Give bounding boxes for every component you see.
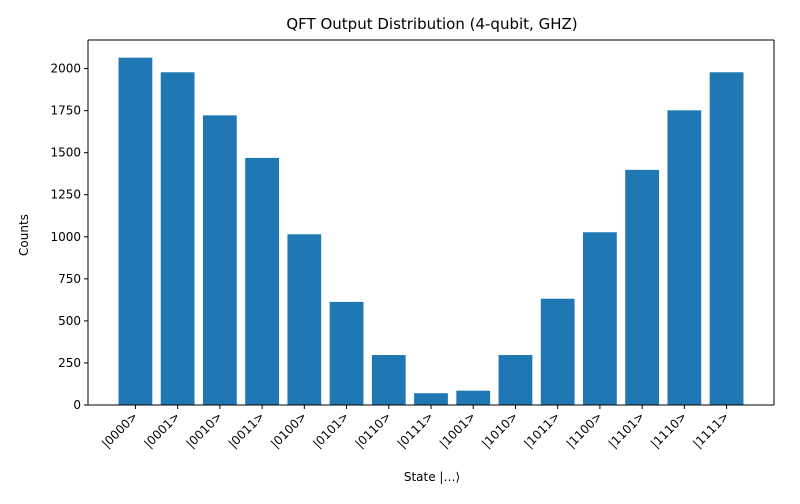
chart-title: QFT Output Distribution (4-qubit, GHZ) xyxy=(286,15,577,33)
y-tick-label-3: 750 xyxy=(58,272,81,286)
x-tick-label-3: |0011> xyxy=(226,409,267,450)
bar-2 xyxy=(202,115,237,405)
bar-10 xyxy=(540,298,575,405)
y-tick-label-2: 500 xyxy=(58,314,81,328)
y-tick-label-6: 1500 xyxy=(50,146,81,160)
bar-8 xyxy=(456,390,491,405)
y-tick-label-5: 1250 xyxy=(50,188,81,202)
x-tick-label-13: |1110> xyxy=(648,409,689,450)
y-tick-label-8: 2000 xyxy=(50,62,81,76)
x-tick-label-4: |0100> xyxy=(268,409,309,450)
x-tick-label-9: |1010> xyxy=(479,409,520,450)
y-tick-label-7: 1750 xyxy=(50,104,81,118)
x-tick-label-2: |0010> xyxy=(184,409,225,450)
x-tick-label-0: |0000> xyxy=(99,409,140,450)
x-tick-label-12: |1101> xyxy=(606,409,647,450)
bar-4 xyxy=(287,234,322,405)
x-tick-label-10: |1011> xyxy=(521,409,562,450)
x-tick-label-5: |0101> xyxy=(310,409,351,450)
x-tick-label-8: |1001> xyxy=(437,409,478,450)
y-tick-label-1: 250 xyxy=(58,356,81,370)
x-tick-label-11: |1100> xyxy=(564,409,605,450)
x-tick-label-6: |0110> xyxy=(352,409,393,450)
bar-1 xyxy=(160,72,195,405)
y-axis-label: Counts xyxy=(17,214,31,256)
bar-7 xyxy=(414,393,448,405)
bar-13 xyxy=(667,110,702,405)
bar-11 xyxy=(583,232,617,405)
x-tick-label-1: |0001> xyxy=(141,409,182,450)
x-tick-label-7: |0111> xyxy=(395,409,436,450)
plot-area: 0 250 500 750 1000 1250 1500 1750 2000 |0000> |000… xyxy=(50,39,775,451)
bar-6 xyxy=(371,355,406,405)
x-axis-label: State |…⟩ xyxy=(404,470,460,484)
bar-0 xyxy=(118,57,153,405)
y-tick-label-4: 1000 xyxy=(50,230,81,244)
bar-9 xyxy=(498,355,533,405)
x-tick-label-14: |1111> xyxy=(690,409,731,450)
bar-3 xyxy=(245,157,279,405)
bar-5 xyxy=(329,301,364,405)
y-tick-label-0: 0 xyxy=(73,398,81,412)
bar-12 xyxy=(625,169,660,405)
bar-14 xyxy=(709,72,744,405)
